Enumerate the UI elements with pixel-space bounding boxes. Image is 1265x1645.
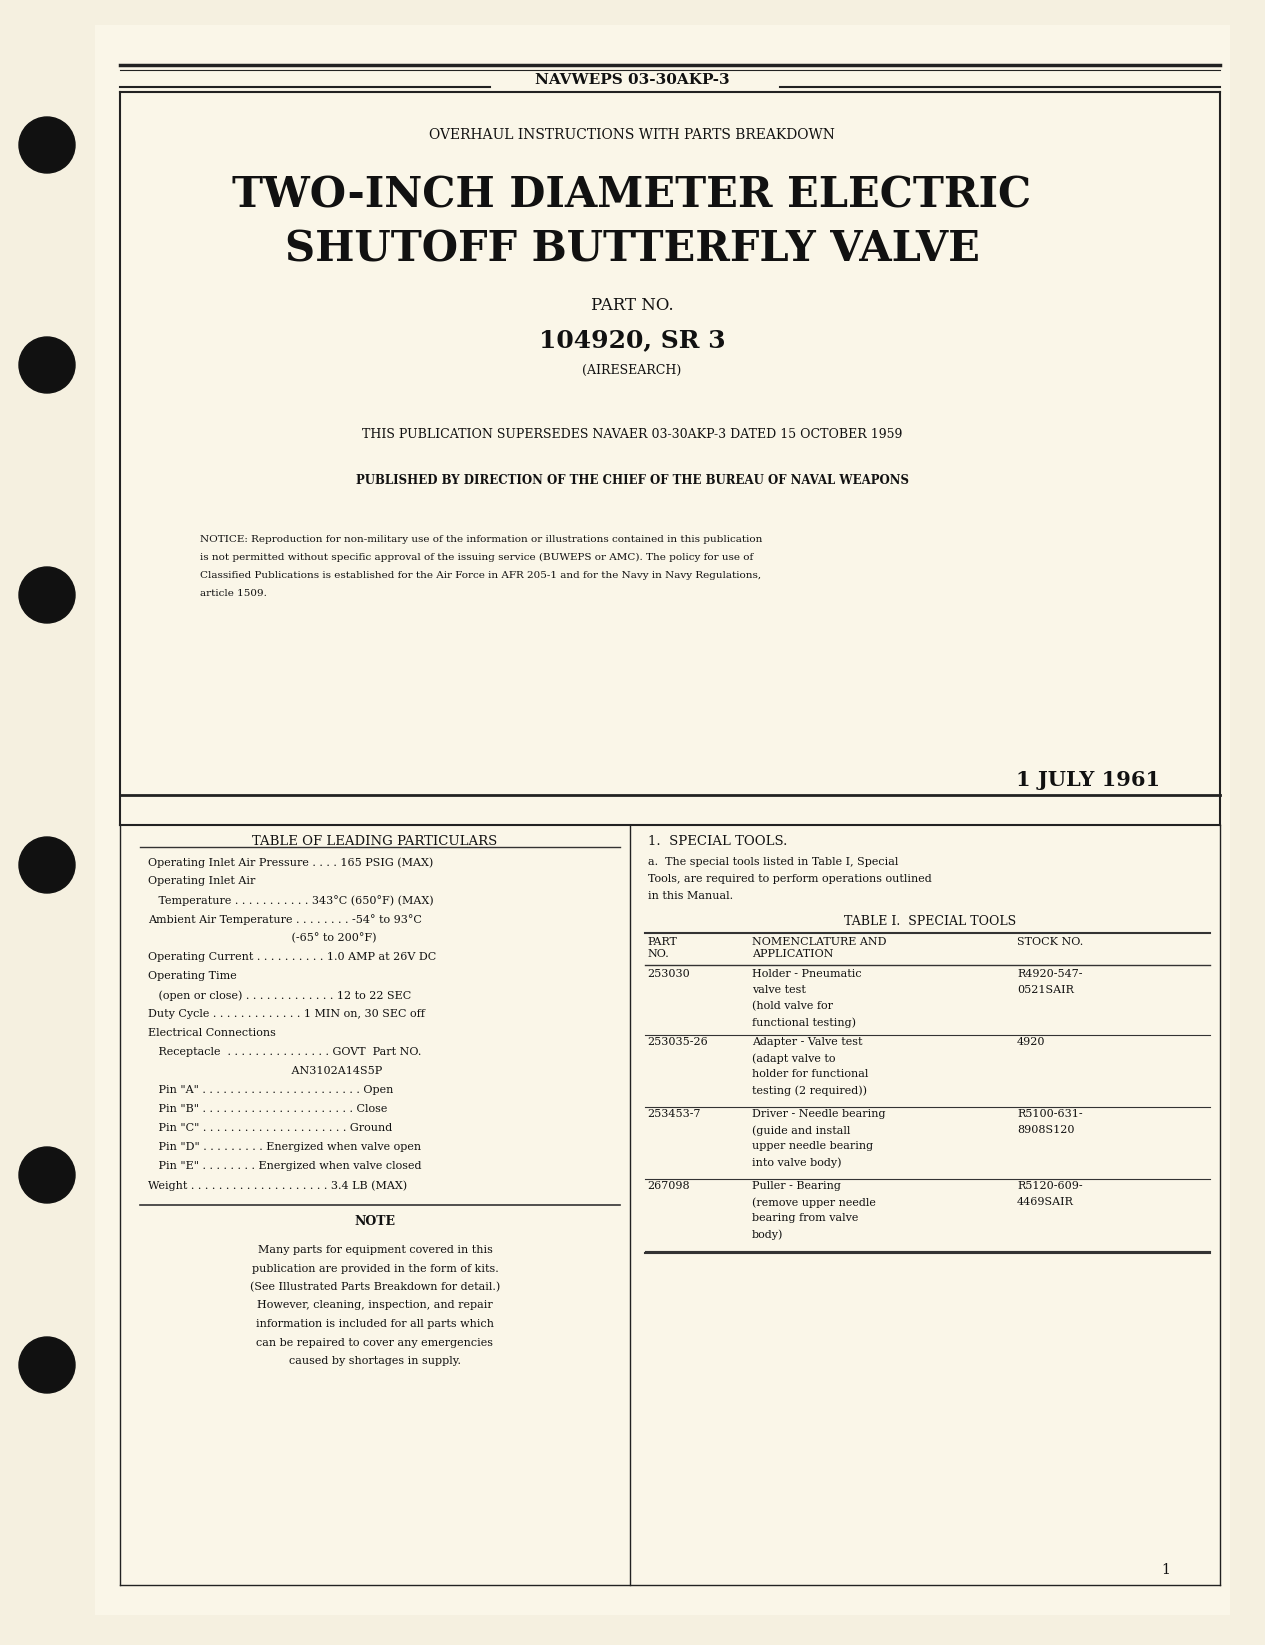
Text: NAVWEPS 03-30AKP-3: NAVWEPS 03-30AKP-3 xyxy=(535,72,730,87)
Text: Puller - Bearing: Puller - Bearing xyxy=(751,1181,841,1191)
Text: PART NO.: PART NO. xyxy=(591,296,673,314)
Text: TABLE I.  SPECIAL TOOLS: TABLE I. SPECIAL TOOLS xyxy=(844,915,1016,928)
Text: Driver - Needle bearing: Driver - Needle bearing xyxy=(751,1109,886,1119)
Text: TABLE OF LEADING PARTICULARS: TABLE OF LEADING PARTICULARS xyxy=(253,836,497,849)
Text: body): body) xyxy=(751,1229,783,1240)
Text: Tools, are required to perform operations outlined: Tools, are required to perform operation… xyxy=(648,873,932,883)
Text: 1: 1 xyxy=(1161,1563,1170,1578)
Text: SHUTOFF BUTTERFLY VALVE: SHUTOFF BUTTERFLY VALVE xyxy=(285,229,979,271)
Text: Duty Cycle . . . . . . . . . . . . . 1 MIN on, 30 SEC off: Duty Cycle . . . . . . . . . . . . . 1 M… xyxy=(148,1008,425,1018)
Text: Operating Current . . . . . . . . . . 1.0 AMP at 26V DC: Operating Current . . . . . . . . . . 1.… xyxy=(148,952,436,962)
Text: 267098: 267098 xyxy=(646,1181,689,1191)
Text: Many parts for equipment covered in this: Many parts for equipment covered in this xyxy=(258,1245,492,1255)
Text: TWO-INCH DIAMETER ELECTRIC: TWO-INCH DIAMETER ELECTRIC xyxy=(233,174,1031,215)
Text: Classified Publications is established for the Air Force in AFR 205-1 and for th: Classified Publications is established f… xyxy=(200,571,762,581)
Text: 4920: 4920 xyxy=(1017,1036,1045,1046)
Text: upper needle bearing: upper needle bearing xyxy=(751,1142,873,1152)
Circle shape xyxy=(19,117,75,173)
Text: (See Illustrated Parts Breakdown for detail.): (See Illustrated Parts Breakdown for det… xyxy=(250,1281,500,1293)
Text: PUBLISHED BY DIRECTION OF THE CHIEF OF THE BUREAU OF NAVAL WEAPONS: PUBLISHED BY DIRECTION OF THE CHIEF OF T… xyxy=(355,474,908,487)
Text: article 1509.: article 1509. xyxy=(200,589,267,599)
Text: 1.  SPECIAL TOOLS.: 1. SPECIAL TOOLS. xyxy=(648,836,787,849)
Text: OVERHAUL INSTRUCTIONS WITH PARTS BREAKDOWN: OVERHAUL INSTRUCTIONS WITH PARTS BREAKDO… xyxy=(429,128,835,141)
Text: 1 JULY 1961: 1 JULY 1961 xyxy=(1016,770,1160,790)
Text: AN3102A14S5P: AN3102A14S5P xyxy=(148,1066,382,1076)
Text: Temperature . . . . . . . . . . . 343°C (650°F) (MAX): Temperature . . . . . . . . . . . 343°C … xyxy=(148,895,434,906)
Text: valve test: valve test xyxy=(751,985,806,995)
Text: can be repaired to cover any emergencies: can be repaired to cover any emergencies xyxy=(257,1337,493,1347)
Text: is not permitted without specific approval of the issuing service (BUWEPS or AMC: is not permitted without specific approv… xyxy=(200,553,753,563)
Text: Pin "C" . . . . . . . . . . . . . . . . . . . . . Ground: Pin "C" . . . . . . . . . . . . . . . . … xyxy=(148,1124,392,1133)
Text: in this Manual.: in this Manual. xyxy=(648,892,734,901)
Text: caused by shortages in supply.: caused by shortages in supply. xyxy=(288,1355,460,1365)
Text: Holder - Pneumatic: Holder - Pneumatic xyxy=(751,969,861,979)
Text: into valve body): into valve body) xyxy=(751,1156,841,1168)
Text: Electrical Connections: Electrical Connections xyxy=(148,1028,276,1038)
Text: information is included for all parts which: information is included for all parts wh… xyxy=(256,1319,495,1329)
Text: 253453-7: 253453-7 xyxy=(646,1109,701,1119)
Text: testing (2 required)): testing (2 required)) xyxy=(751,1086,867,1096)
Text: Adapter - Valve test: Adapter - Valve test xyxy=(751,1036,863,1046)
Text: 4469SAIR: 4469SAIR xyxy=(1017,1198,1074,1207)
Circle shape xyxy=(19,1337,75,1393)
Text: a.  The special tools listed in Table I, Special: a. The special tools listed in Table I, … xyxy=(648,857,898,867)
Text: PART
NO.: PART NO. xyxy=(646,938,677,959)
Text: R4920-547-: R4920-547- xyxy=(1017,969,1083,979)
Text: 104920, SR 3: 104920, SR 3 xyxy=(539,327,725,352)
Text: 8908S120: 8908S120 xyxy=(1017,1125,1074,1135)
Text: (AIRESEARCH): (AIRESEARCH) xyxy=(582,364,682,377)
Circle shape xyxy=(19,337,75,393)
Text: (open or close) . . . . . . . . . . . . . 12 to 22 SEC: (open or close) . . . . . . . . . . . . … xyxy=(148,990,411,1000)
Text: Operating Time: Operating Time xyxy=(148,971,237,980)
Text: Operating Inlet Air: Operating Inlet Air xyxy=(148,877,256,887)
Circle shape xyxy=(19,837,75,893)
Text: NOTICE: Reproduction for non-military use of the information or illustrations co: NOTICE: Reproduction for non-military us… xyxy=(200,535,763,544)
Text: (-65° to 200°F): (-65° to 200°F) xyxy=(148,933,377,944)
Text: Pin "A" . . . . . . . . . . . . . . . . . . . . . . . Open: Pin "A" . . . . . . . . . . . . . . . . … xyxy=(148,1086,393,1096)
Text: Pin "E" . . . . . . . . Energized when valve closed: Pin "E" . . . . . . . . Energized when v… xyxy=(148,1161,421,1171)
Circle shape xyxy=(19,568,75,623)
Text: (adapt valve to: (adapt valve to xyxy=(751,1053,835,1064)
Text: (guide and install: (guide and install xyxy=(751,1125,850,1135)
Text: However, cleaning, inspection, and repair: However, cleaning, inspection, and repai… xyxy=(257,1301,493,1311)
Text: Weight . . . . . . . . . . . . . . . . . . . . 3.4 LB (MAX): Weight . . . . . . . . . . . . . . . . .… xyxy=(148,1179,407,1191)
Text: 253035-26: 253035-26 xyxy=(646,1036,707,1046)
Text: Receptacle  . . . . . . . . . . . . . . . GOVT  Part NO.: Receptacle . . . . . . . . . . . . . . .… xyxy=(148,1046,421,1058)
Text: holder for functional: holder for functional xyxy=(751,1069,868,1079)
Text: Operating Inlet Air Pressure . . . . 165 PSIG (MAX): Operating Inlet Air Pressure . . . . 165… xyxy=(148,857,433,867)
Text: functional testing): functional testing) xyxy=(751,1017,856,1028)
Text: STOCK NO.: STOCK NO. xyxy=(1017,938,1083,948)
Circle shape xyxy=(19,1147,75,1202)
Text: NOTE: NOTE xyxy=(354,1216,396,1229)
Text: 0521SAIR: 0521SAIR xyxy=(1017,985,1074,995)
Text: (hold valve for: (hold valve for xyxy=(751,1002,832,1012)
Text: 253030: 253030 xyxy=(646,969,689,979)
Text: THIS PUBLICATION SUPERSEDES NAVAER 03-30AKP-3 DATED 15 OCTOBER 1959: THIS PUBLICATION SUPERSEDES NAVAER 03-30… xyxy=(362,428,902,441)
Text: bearing from valve: bearing from valve xyxy=(751,1212,859,1222)
Text: publication are provided in the form of kits.: publication are provided in the form of … xyxy=(252,1263,498,1273)
Text: Pin "D" . . . . . . . . . Energized when valve open: Pin "D" . . . . . . . . . Energized when… xyxy=(148,1142,421,1152)
Text: Ambient Air Temperature . . . . . . . . -54° to 93°C: Ambient Air Temperature . . . . . . . . … xyxy=(148,915,421,924)
Text: NOMENCLATURE AND
APPLICATION: NOMENCLATURE AND APPLICATION xyxy=(751,938,887,959)
Text: R5120-609-: R5120-609- xyxy=(1017,1181,1083,1191)
Text: Pin "B" . . . . . . . . . . . . . . . . . . . . . . Close: Pin "B" . . . . . . . . . . . . . . . . … xyxy=(148,1104,387,1114)
Text: R5100-631-: R5100-631- xyxy=(1017,1109,1083,1119)
FancyBboxPatch shape xyxy=(95,25,1230,1615)
Text: (remove upper needle: (remove upper needle xyxy=(751,1198,875,1207)
